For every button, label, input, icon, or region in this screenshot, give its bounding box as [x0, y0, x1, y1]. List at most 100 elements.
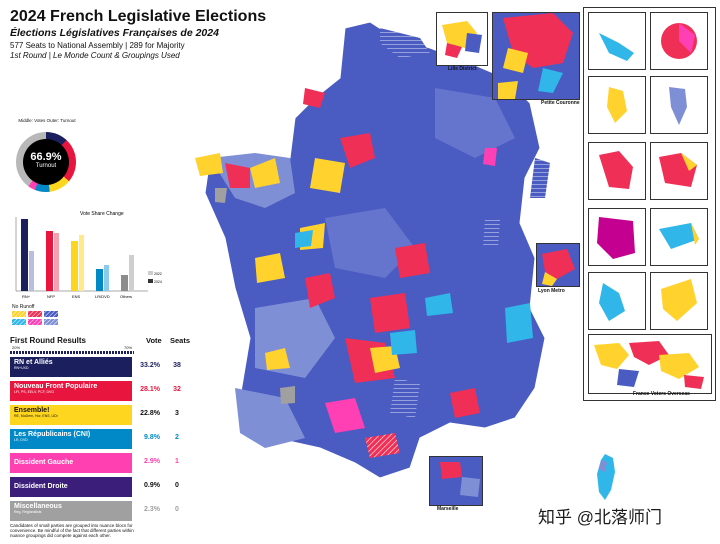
col-seats-header: Seats — [170, 336, 191, 345]
runoff-swatch-dvg — [28, 319, 42, 325]
inset-guyane — [588, 208, 646, 266]
runoff-swatch-misc — [44, 319, 58, 325]
result-row-ens: Ensemble! RE, MoDem, Hor, ENS, UDI — [10, 405, 132, 425]
scale-left: 20% — [12, 345, 21, 350]
reunion-svg — [661, 23, 697, 59]
caledonie-svg — [659, 223, 699, 249]
footnote: Candidates of small parties are grouped … — [10, 523, 134, 538]
vote-lr: 9.8% — [144, 434, 160, 441]
party-sub: LFI, PS, EELV, PCF, DVG — [14, 390, 55, 394]
legend-2024: 2024 — [154, 280, 162, 284]
guyane-svg — [597, 217, 635, 259]
inset-lille-svg — [437, 13, 487, 65]
vote-misc: 2.3% — [144, 506, 160, 513]
martinique-svg — [599, 151, 633, 189]
round-info: 1st Round | Le Monde Count & Groupings U… — [10, 51, 180, 60]
mayotte-svg — [607, 87, 627, 123]
bar-lr-2022 — [104, 265, 109, 291]
region-pyrenees-dvg — [325, 398, 365, 433]
runoff-label: No Runoff — [12, 304, 35, 310]
inset-world — [588, 334, 712, 394]
cat-label-2: ENS — [72, 294, 81, 299]
inset-guadeloupe — [588, 12, 646, 70]
inset-stpierre — [650, 76, 708, 134]
scale-right: 70% — [124, 345, 133, 350]
bar-rn-2022 — [29, 251, 34, 291]
vote-rn: 33.2% — [140, 362, 160, 369]
cat-label-1: NFP — [47, 294, 55, 299]
watermark: 知乎 @北落师门 — [538, 508, 662, 527]
guadeloupe-svg — [599, 33, 634, 61]
page-subtitle: Élections Législatives Françaises de 202… — [10, 27, 219, 39]
inset-martinique — [588, 142, 646, 200]
guadeloupe2-svg — [659, 153, 697, 187]
corsica — [593, 452, 621, 507]
france-map — [195, 8, 585, 508]
vote-ens: 22.8% — [140, 410, 160, 417]
bar-rn-2024 — [21, 219, 28, 291]
turnout-ring: 66.9% Turnout — [16, 132, 76, 192]
inset-lille — [436, 12, 488, 66]
inset-lille-label: Lille District — [448, 66, 477, 72]
bar-others-2022 — [129, 255, 134, 291]
seats-info: 577 Seats to National Assembly | 289 for… — [10, 41, 185, 50]
inset-paris — [492, 12, 580, 100]
polynesie-svg — [599, 283, 625, 321]
overseas-panel — [583, 7, 716, 401]
seats-rn: 38 — [173, 362, 181, 369]
party-name: Ensemble! — [14, 407, 50, 414]
region-massif-nfp — [370, 293, 410, 333]
corsica-svg — [597, 454, 615, 500]
inset-marseille — [429, 456, 483, 506]
inset-lyon — [536, 243, 580, 287]
party-sub: RN+UXD — [14, 366, 29, 370]
region-brest-nfp — [225, 163, 250, 188]
legend-swatch-2024 — [148, 279, 153, 283]
region-paris-nfp — [340, 133, 375, 168]
inset-lyon-label: Lyon Metro — [538, 288, 565, 294]
bar-nfp-2024 — [46, 231, 53, 291]
inset-mayotte — [588, 76, 646, 134]
region-bordeaux-ens — [265, 348, 290, 370]
world-svg — [589, 335, 711, 393]
vote-nfp: 28.1% — [140, 386, 160, 393]
inset-wallis — [650, 272, 708, 330]
region-limousin-nfp — [305, 273, 335, 308]
region-vendee-ens — [255, 253, 285, 283]
runoff-swatches — [12, 311, 72, 338]
result-row-rn: RN et Alliés RN+UXD — [10, 357, 132, 377]
seats-lr: 2 — [175, 434, 179, 441]
bar-nfp-2022 — [54, 233, 59, 291]
region-nord-hatch — [380, 28, 430, 58]
wallis-svg — [661, 279, 697, 321]
vote-dvg: 2.9% — [144, 458, 160, 465]
runoff-swatch-ens — [12, 311, 26, 317]
inset-guadeloupe-2 — [650, 142, 708, 200]
region-champagne — [435, 88, 515, 158]
region-loir-lr — [295, 230, 313, 248]
seats-nfp: 32 — [173, 386, 181, 393]
inset-reunion — [650, 12, 708, 70]
region-savoie-lr — [505, 303, 533, 343]
result-row-dvg: Dissident Gauche — [10, 453, 132, 473]
party-name: Les Républicains (CNI) — [14, 431, 91, 438]
bar-lr-2024 — [96, 269, 103, 291]
inset-paris-svg — [493, 13, 579, 99]
vote-chart-title: Vote Share Change — [80, 211, 124, 217]
region-rennes-ens — [250, 158, 280, 188]
runoff-swatch-rn — [44, 311, 58, 317]
donut-caption: Middle: Votes Outer: Turnout — [18, 118, 76, 123]
region-basque-misc — [280, 386, 295, 404]
inset-overseas-label: France Voters Overseas — [633, 391, 690, 397]
bar-ens-2022 — [79, 235, 84, 291]
vote-dvd: 0.9% — [144, 482, 160, 489]
party-sub: Reg, Regionalists — [14, 510, 42, 514]
region-ariege-hatch — [365, 433, 400, 458]
seats-ens: 3 — [175, 410, 179, 417]
bar-others-2024 — [121, 275, 128, 291]
region-alsace-hatch — [530, 158, 550, 198]
cat-label-0: RN+ — [22, 294, 31, 299]
inset-marseille-svg — [430, 457, 482, 505]
turnout-center: 66.9% Turnout — [23, 139, 69, 185]
results-heading: First Round Results — [10, 336, 87, 345]
